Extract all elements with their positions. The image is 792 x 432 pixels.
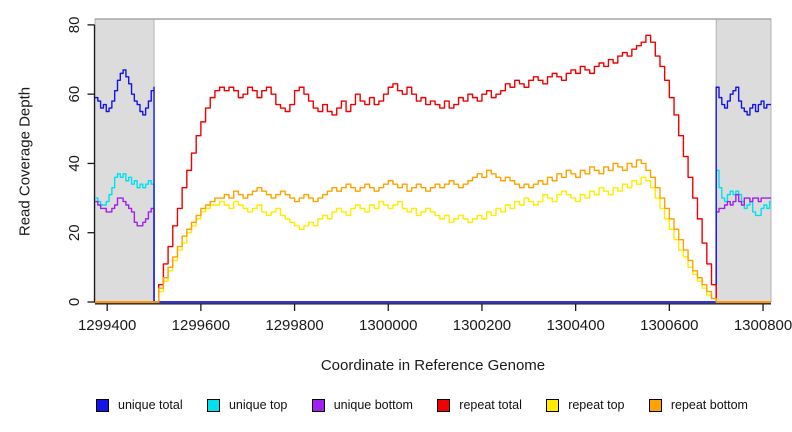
legend-item-unique-top: unique top bbox=[206, 398, 288, 412]
shaded-region-left bbox=[94, 18, 155, 303]
legend-label: repeat top bbox=[568, 398, 625, 412]
legend-swatch-icon bbox=[311, 398, 325, 412]
y-tick-label: 20 bbox=[66, 224, 83, 241]
y-tick-label: 0 bbox=[66, 298, 83, 306]
legend-swatch-icon bbox=[546, 398, 560, 412]
series-line-unique-top bbox=[95, 169, 771, 303]
x-tick-label: 1300200 bbox=[453, 317, 511, 334]
legend-swatch-icon bbox=[206, 398, 220, 412]
y-tick-label: 80 bbox=[66, 17, 83, 34]
x-tick-label: 1299800 bbox=[265, 317, 323, 334]
legend-item-repeat-top: repeat top bbox=[546, 398, 624, 412]
series-line-repeat-bottom bbox=[95, 159, 771, 303]
x-tick-label: 1300000 bbox=[359, 317, 417, 334]
x-tick-label: 1300600 bbox=[640, 317, 698, 334]
series-line-repeat-total bbox=[95, 34, 771, 303]
legend-label: repeat bottom bbox=[670, 398, 748, 412]
x-tick-label: 1300800 bbox=[734, 317, 792, 334]
shaded-region-right bbox=[715, 18, 772, 303]
legend-item-repeat-total: repeat total bbox=[437, 398, 522, 412]
y-axis-title: Read Coverage Depth bbox=[16, 86, 34, 237]
series-line-repeat-top bbox=[95, 176, 771, 303]
legend-item-unique-total: unique total bbox=[96, 398, 183, 412]
chart-legend: unique total unique top unique bottom repea… bbox=[96, 395, 748, 415]
x-tick-label: 1300400 bbox=[546, 317, 604, 334]
legend-swatch-icon bbox=[437, 398, 451, 412]
legend-label: unique top bbox=[228, 398, 288, 412]
y-tick-label: 40 bbox=[66, 155, 83, 172]
legend-swatch-icon bbox=[96, 398, 109, 412]
legend-label: repeat total bbox=[459, 398, 522, 412]
series-line-unique-bottom bbox=[95, 193, 771, 303]
legend-label: unique total bbox=[118, 398, 183, 412]
legend-item-unique-bottom: unique bottom bbox=[311, 398, 413, 412]
x-tick-label: 1299600 bbox=[172, 317, 230, 334]
series-line-unique-total bbox=[95, 69, 771, 303]
legend-label: unique bottom bbox=[333, 398, 413, 412]
x-axis-title: Coordinate in Reference Genome bbox=[320, 357, 546, 374]
y-tick-label: 60 bbox=[66, 86, 83, 103]
legend-swatch-icon bbox=[648, 398, 662, 412]
legend-item-repeat-bottom: repeat bottom bbox=[648, 398, 748, 412]
x-tick-label: 1299400 bbox=[78, 317, 136, 334]
